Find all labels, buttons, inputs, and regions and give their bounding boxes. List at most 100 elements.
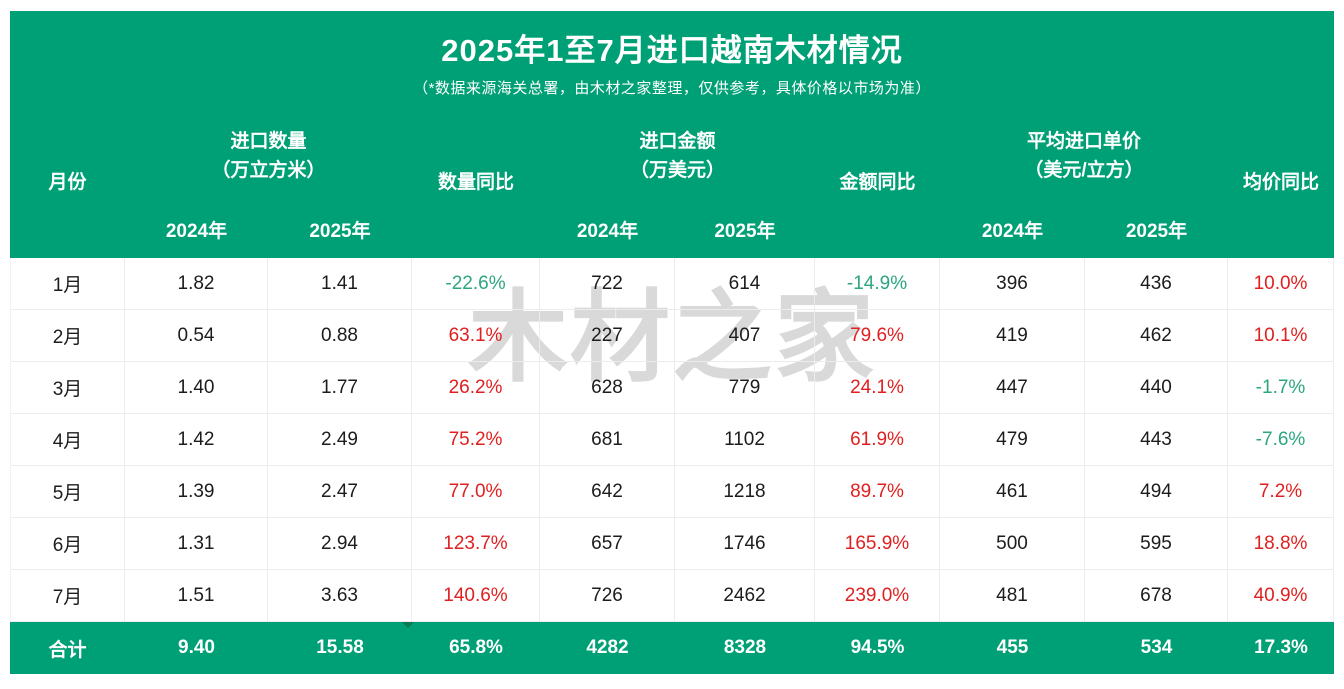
value-cell: 443 xyxy=(1085,414,1228,466)
total-cell: 534 xyxy=(1140,637,1173,658)
value-cell: 2.47 xyxy=(268,466,412,518)
table-row: 7月 1.51 3.63 140.6% 726 2462 239.0% 481 … xyxy=(10,570,1334,622)
value-cell: 642 xyxy=(540,466,675,518)
value-cell: 726 xyxy=(540,570,675,622)
value-cell: 678 xyxy=(1085,570,1228,622)
value-cell: 722 xyxy=(540,258,675,310)
yoy-cell: 123.7% xyxy=(412,518,540,570)
value-cell: 2.49 xyxy=(268,414,412,466)
table-row: 1月 1.82 1.41 -22.6% 722 614 -14.9% 396 4… xyxy=(10,258,1334,310)
value-cell: 1.77 xyxy=(268,362,412,414)
value-cell: 0.88 xyxy=(268,310,412,362)
col-header-qty-yoy: 数量同比 xyxy=(437,171,514,193)
col-group-unit-price-line2: （美元/立方） xyxy=(1024,160,1144,181)
col-header-year-2024: 2024年 xyxy=(576,220,639,242)
value-cell: 628 xyxy=(540,362,675,414)
value-cell: 1.51 xyxy=(125,570,268,622)
value-cell: 2.94 xyxy=(268,518,412,570)
value-cell: 419 xyxy=(940,310,1085,362)
yoy-cell: 40.9% xyxy=(1228,570,1334,622)
value-cell: 407 xyxy=(675,310,815,362)
value-cell: 479 xyxy=(940,414,1085,466)
total-cell: 94.5% xyxy=(850,637,905,658)
month-cell: 5月 xyxy=(10,466,125,518)
table-row: 4月 1.42 2.49 75.2% 681 1102 61.9% 479 44… xyxy=(10,414,1334,466)
col-group-quantity-line2: （万立方米） xyxy=(211,160,326,181)
total-cell: 4282 xyxy=(586,637,629,658)
yoy-cell: 61.9% xyxy=(815,414,940,466)
value-cell: 1.40 xyxy=(125,362,268,414)
total-cell: 8328 xyxy=(723,637,767,658)
yoy-cell: 239.0% xyxy=(815,570,940,622)
month-cell: 3月 xyxy=(10,362,125,414)
table-row: 5月 1.39 2.47 77.0% 642 1218 89.7% 461 49… xyxy=(10,466,1334,518)
total-cell: 9.40 xyxy=(178,637,215,658)
month-cell: 1月 xyxy=(10,258,125,310)
col-group-amount-line2: （万美元） xyxy=(629,160,725,181)
yoy-cell: 75.2% xyxy=(412,414,540,466)
yoy-cell: -1.7% xyxy=(1228,362,1334,414)
value-cell: 500 xyxy=(940,518,1085,570)
month-cell: 2月 xyxy=(10,310,125,362)
yoy-cell: 89.7% xyxy=(815,466,940,518)
page-title: 2025年1至7月进口越南木材情况 xyxy=(441,33,903,68)
value-cell: 1102 xyxy=(675,414,815,466)
value-cell: 440 xyxy=(1085,362,1228,414)
yoy-cell: 79.6% xyxy=(815,310,940,362)
total-cell: 65.8% xyxy=(449,637,503,658)
col-header-year-2025: 2025年 xyxy=(714,220,776,242)
total-cell: 17.3% xyxy=(1254,637,1308,658)
value-cell: 681 xyxy=(540,414,675,466)
comment-marker xyxy=(402,622,414,628)
yoy-cell: 63.1% xyxy=(412,310,540,362)
value-cell: 436 xyxy=(1085,258,1228,310)
table-row: 6月 1.31 2.94 123.7% 657 1746 165.9% 500 … xyxy=(10,518,1334,570)
value-cell: 462 xyxy=(1085,310,1228,362)
total-label: 合计 xyxy=(48,639,87,661)
yoy-cell: 77.0% xyxy=(412,466,540,518)
total-cell: 15.58 xyxy=(316,637,364,658)
value-cell: 1.41 xyxy=(268,258,412,310)
page-subtitle: （*数据来源海关总署，由木材之家整理，仅供参考，具体价格以市场为准） xyxy=(413,80,931,97)
table-row: 3月 1.40 1.77 26.2% 628 779 24.1% 447 440… xyxy=(10,362,1334,414)
value-cell: 595 xyxy=(1085,518,1228,570)
value-cell: 1.31 xyxy=(125,518,268,570)
value-cell: 0.54 xyxy=(125,310,268,362)
value-cell: 1746 xyxy=(675,518,815,570)
col-header-price-yoy: 均价同比 xyxy=(1242,171,1319,193)
value-cell: 447 xyxy=(940,362,1085,414)
value-cell: 461 xyxy=(940,466,1085,518)
value-cell: 1.42 xyxy=(125,414,268,466)
month-cell: 4月 xyxy=(10,414,125,466)
column-header-grid: 月份 进口数量 （万立方米） 数量同比 进口金额 （万美元） 金额同比 平均进口… xyxy=(10,102,1334,258)
yoy-cell: 10.0% xyxy=(1228,258,1334,310)
total-row: 合计 9.40 15.58 65.8% 4282 8328 94.5% 455 … xyxy=(10,622,1334,674)
table-row: 2月 0.54 0.88 63.1% 227 407 79.6% 419 462… xyxy=(10,310,1334,362)
col-header-year-2024: 2024年 xyxy=(981,220,1044,242)
col-group-quantity-line1: 进口数量 xyxy=(230,130,307,152)
yoy-cell: 18.8% xyxy=(1228,518,1334,570)
value-cell: 657 xyxy=(540,518,675,570)
col-header-amt-yoy: 金额同比 xyxy=(839,171,916,193)
col-group-amount-line1: 进口金额 xyxy=(639,130,716,152)
col-header-year-2025: 2025年 xyxy=(1125,220,1188,242)
col-group-amount: 进口金额 （万美元） xyxy=(540,102,815,210)
value-cell: 1218 xyxy=(675,466,815,518)
value-cell: 2462 xyxy=(675,570,815,622)
value-cell: 1.82 xyxy=(125,258,268,310)
total-cell: 455 xyxy=(996,637,1029,658)
yoy-cell: -7.6% xyxy=(1228,414,1334,466)
watermark: 木材之家 xyxy=(468,282,876,394)
col-header-year-2025: 2025年 xyxy=(309,220,371,242)
table-body: 木材之家 1月 1.82 1.41 -22.6% 722 614 -14.9% … xyxy=(10,258,1334,622)
value-cell: 481 xyxy=(940,570,1085,622)
value-cell: 614 xyxy=(675,258,815,310)
value-cell: 494 xyxy=(1085,466,1228,518)
value-cell: 779 xyxy=(675,362,815,414)
value-cell: 3.63 xyxy=(268,570,412,622)
yoy-cell: 165.9% xyxy=(815,518,940,570)
yoy-cell: 24.1% xyxy=(815,362,940,414)
yoy-cell: 140.6% xyxy=(412,570,540,622)
yoy-cell: 7.2% xyxy=(1228,466,1334,518)
